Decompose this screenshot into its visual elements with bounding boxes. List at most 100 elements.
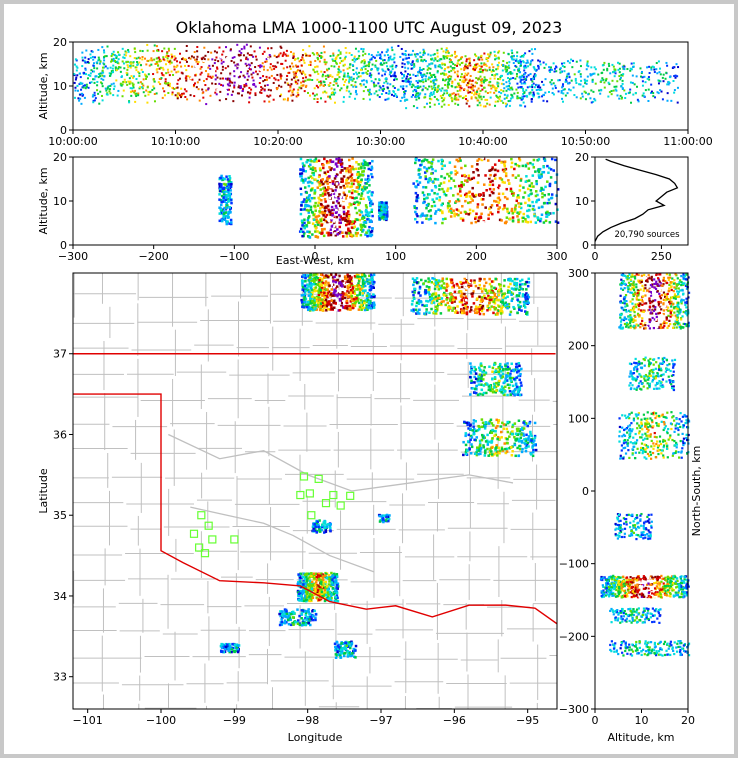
x-tick-label: 10:50:00 [561,135,610,148]
source-point [236,64,239,67]
source-point [144,73,147,76]
source-point [342,96,345,99]
source-point [247,66,250,69]
source-point [419,51,422,54]
source-point [354,58,357,61]
source-point [92,62,95,65]
source-point [318,288,321,291]
source-point [363,60,366,63]
source-point [393,87,396,90]
source-point [290,83,293,86]
source-point [672,79,675,82]
source-point [527,167,531,170]
source-point [414,94,417,97]
source-point [479,89,482,92]
source-point [385,80,388,83]
source-point [356,180,360,184]
source-point [584,91,587,94]
source-point [449,208,453,212]
source-point [155,68,158,71]
source-point [558,79,561,82]
source-point [307,176,310,180]
source-point [345,89,348,92]
source-point [267,88,270,91]
source-point [517,220,520,224]
source-point [418,181,422,184]
source-point [434,83,437,86]
source-point [368,162,372,165]
source-point [539,217,543,221]
source-point [316,78,319,81]
source-point [438,188,441,191]
source-point [342,196,346,199]
source-point [318,167,322,170]
source-point [621,82,624,85]
source-point [285,78,288,81]
source-point [612,65,615,68]
source-point [324,288,327,291]
source-point [225,220,228,223]
source-point [126,83,129,86]
source-point [416,106,419,109]
source-point [230,73,233,76]
source-point [530,100,533,103]
source-point [262,75,265,78]
source-point [668,76,671,79]
source-point [673,91,676,94]
source-point [301,162,305,165]
source-point [428,97,431,100]
source-point [471,84,474,87]
source-point [370,54,373,57]
source-point [475,212,478,216]
source-point [523,81,526,84]
source-point [409,73,412,76]
source-point [316,277,320,280]
source-point [147,90,150,93]
source-point [603,61,606,64]
source-point [486,92,489,95]
source-point [311,166,315,169]
source-point [224,211,227,214]
source-point [79,97,82,100]
source-point [465,195,468,198]
source-point [225,46,228,49]
source-point [313,224,317,228]
source-point [414,191,418,195]
source-point [294,79,297,82]
source-point [269,89,272,92]
source-point [323,286,326,290]
source-point [350,191,354,195]
source-point [318,283,322,286]
source-point [522,92,525,95]
source-point [224,80,227,83]
source-point [532,91,535,94]
source-point [342,184,346,188]
source-point [509,217,512,220]
source-point [387,97,390,100]
source-point [340,301,343,305]
source-point [421,75,424,78]
source-point [333,101,336,104]
source-point [439,209,442,212]
source-point [432,74,435,77]
source-point [342,210,346,214]
source-point [245,68,248,71]
source-point [450,85,453,88]
source-point [89,74,92,77]
source-point [646,77,649,80]
source-point [316,52,319,55]
source-point [430,172,433,175]
source-point [96,67,99,70]
source-point [677,66,680,69]
source-point [114,67,117,70]
source-point [429,105,432,108]
source-point [449,215,453,218]
source-point [341,169,344,172]
source-point [491,179,494,183]
source-point [362,228,365,232]
source-point [218,206,221,209]
source-point [433,53,436,56]
source-point [503,181,506,184]
source-point [259,60,262,63]
source-point [411,60,414,63]
